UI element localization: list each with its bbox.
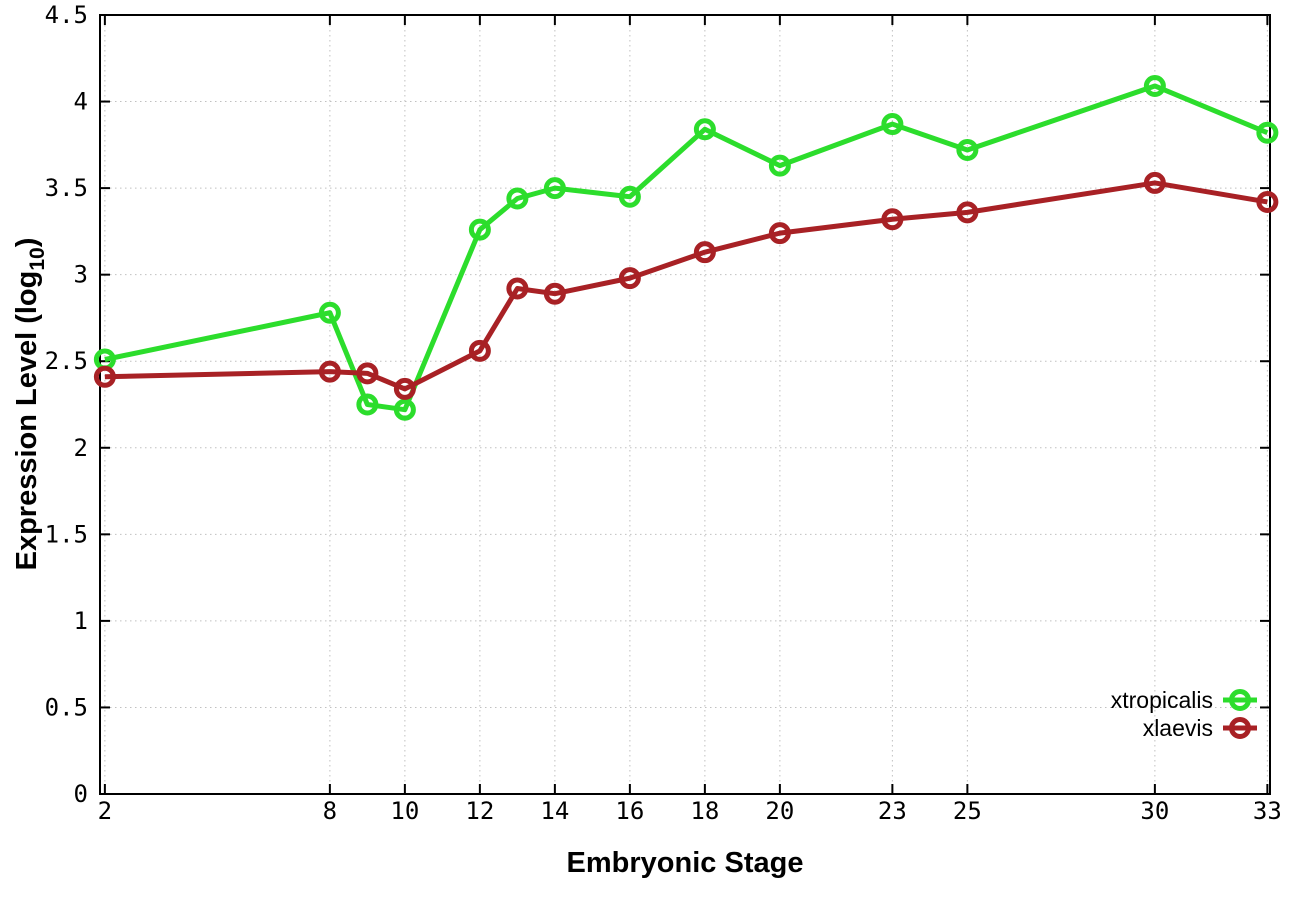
y-tick-label: 3 <box>74 261 88 289</box>
y-tick-label: 2 <box>74 434 88 462</box>
data-point-xlaevis-13 <box>506 277 529 300</box>
data-point-xlaevis-30 <box>1143 171 1166 194</box>
data-point-xtropicalis-12 <box>468 218 491 241</box>
x-axis-title: Embryonic Stage <box>567 847 804 879</box>
x-tick-label: 10 <box>390 797 419 825</box>
data-series <box>93 74 1279 421</box>
y-tick-label: 3.5 <box>45 174 88 202</box>
y-axis-title: Expression Level (log10) <box>11 238 49 571</box>
y-tick-label: 0 <box>74 780 88 808</box>
y-axis-title-main: Expression Level (log <box>11 271 43 571</box>
x-tick-label: 23 <box>878 797 907 825</box>
data-point-xlaevis-2 <box>93 365 116 388</box>
data-point-xlaevis-10 <box>393 377 416 400</box>
x-tick-label: 20 <box>765 797 794 825</box>
data-point-xlaevis-18 <box>693 241 716 264</box>
tick-labels: 2 8 10 12 14 16 18 20 23 25 30 33 0 0.5 1 1.5 2 2.5 3 3.5 4 4… <box>45 1 1282 825</box>
data-point-xtropicalis-14 <box>543 177 566 200</box>
legend-marker-xlaevis-icon <box>1223 717 1257 739</box>
data-point-xtropicalis-30 <box>1143 74 1166 97</box>
legend-label-xlaevis: xlaevis <box>1142 715 1213 741</box>
y-axis-title-subscript: 10 <box>26 247 49 270</box>
data-point-xlaevis-25 <box>956 201 979 224</box>
data-point-xtropicalis-25 <box>956 139 979 162</box>
data-point-xtropicalis-20 <box>768 154 791 177</box>
x-tick-label: 25 <box>953 797 982 825</box>
y-tick-label: 1 <box>74 607 88 635</box>
data-point-xtropicalis-23 <box>881 113 904 136</box>
data-point-xtropicalis-8 <box>318 301 341 324</box>
data-point-xlaevis-9 <box>356 362 379 385</box>
data-point-xtropicalis-33 <box>1256 121 1279 144</box>
data-point-xlaevis-33 <box>1256 190 1279 213</box>
x-tick-label: 14 <box>540 797 569 825</box>
plot-border-group <box>99 14 1271 795</box>
y-tick-label: 4.5 <box>45 1 88 29</box>
data-point-xlaevis-20 <box>768 222 791 245</box>
x-tick-label: 12 <box>465 797 494 825</box>
data-point-xtropicalis-9 <box>356 393 379 416</box>
y-tick-label: 4 <box>74 88 88 116</box>
data-point-xlaevis-14 <box>543 282 566 305</box>
grid-lines <box>100 14 1270 795</box>
data-point-xtropicalis-16 <box>618 185 641 208</box>
data-point-xtropicalis-18 <box>693 118 716 141</box>
data-point-xtropicalis-13 <box>506 187 529 210</box>
data-point-xlaevis-16 <box>618 267 641 290</box>
y-axis-title-suffix: ) <box>11 238 43 248</box>
legend-label-xtropicalis: xtropicalis <box>1110 687 1213 713</box>
legend-item-xlaevis: xlaevis <box>1111 714 1258 742</box>
data-point-xtropicalis-10 <box>393 398 416 421</box>
y-tick-label: 0.5 <box>45 693 88 721</box>
x-tick-label: 16 <box>615 797 644 825</box>
y-tick-label: 2.5 <box>45 347 88 375</box>
x-tick-label: 2 <box>98 797 112 825</box>
series-line-xlaevis <box>104 180 1268 392</box>
axis-ticks <box>100 14 1270 795</box>
x-tick-label: 33 <box>1253 797 1282 825</box>
legend: xtropicalis xlaevis <box>1111 686 1258 742</box>
x-tick-label: 8 <box>323 797 337 825</box>
legend-item-xtropicalis: xtropicalis <box>1111 686 1258 714</box>
x-tick-label: 30 <box>1140 797 1169 825</box>
data-point-xlaevis-8 <box>318 360 341 383</box>
data-point-xlaevis-23 <box>881 208 904 231</box>
legend-marker-xtropicalis-icon <box>1223 689 1257 711</box>
y-tick-label: 1.5 <box>45 520 88 548</box>
x-tick-label: 18 <box>690 797 719 825</box>
data-point-xlaevis-12 <box>468 339 491 362</box>
plot-border <box>99 14 1271 795</box>
